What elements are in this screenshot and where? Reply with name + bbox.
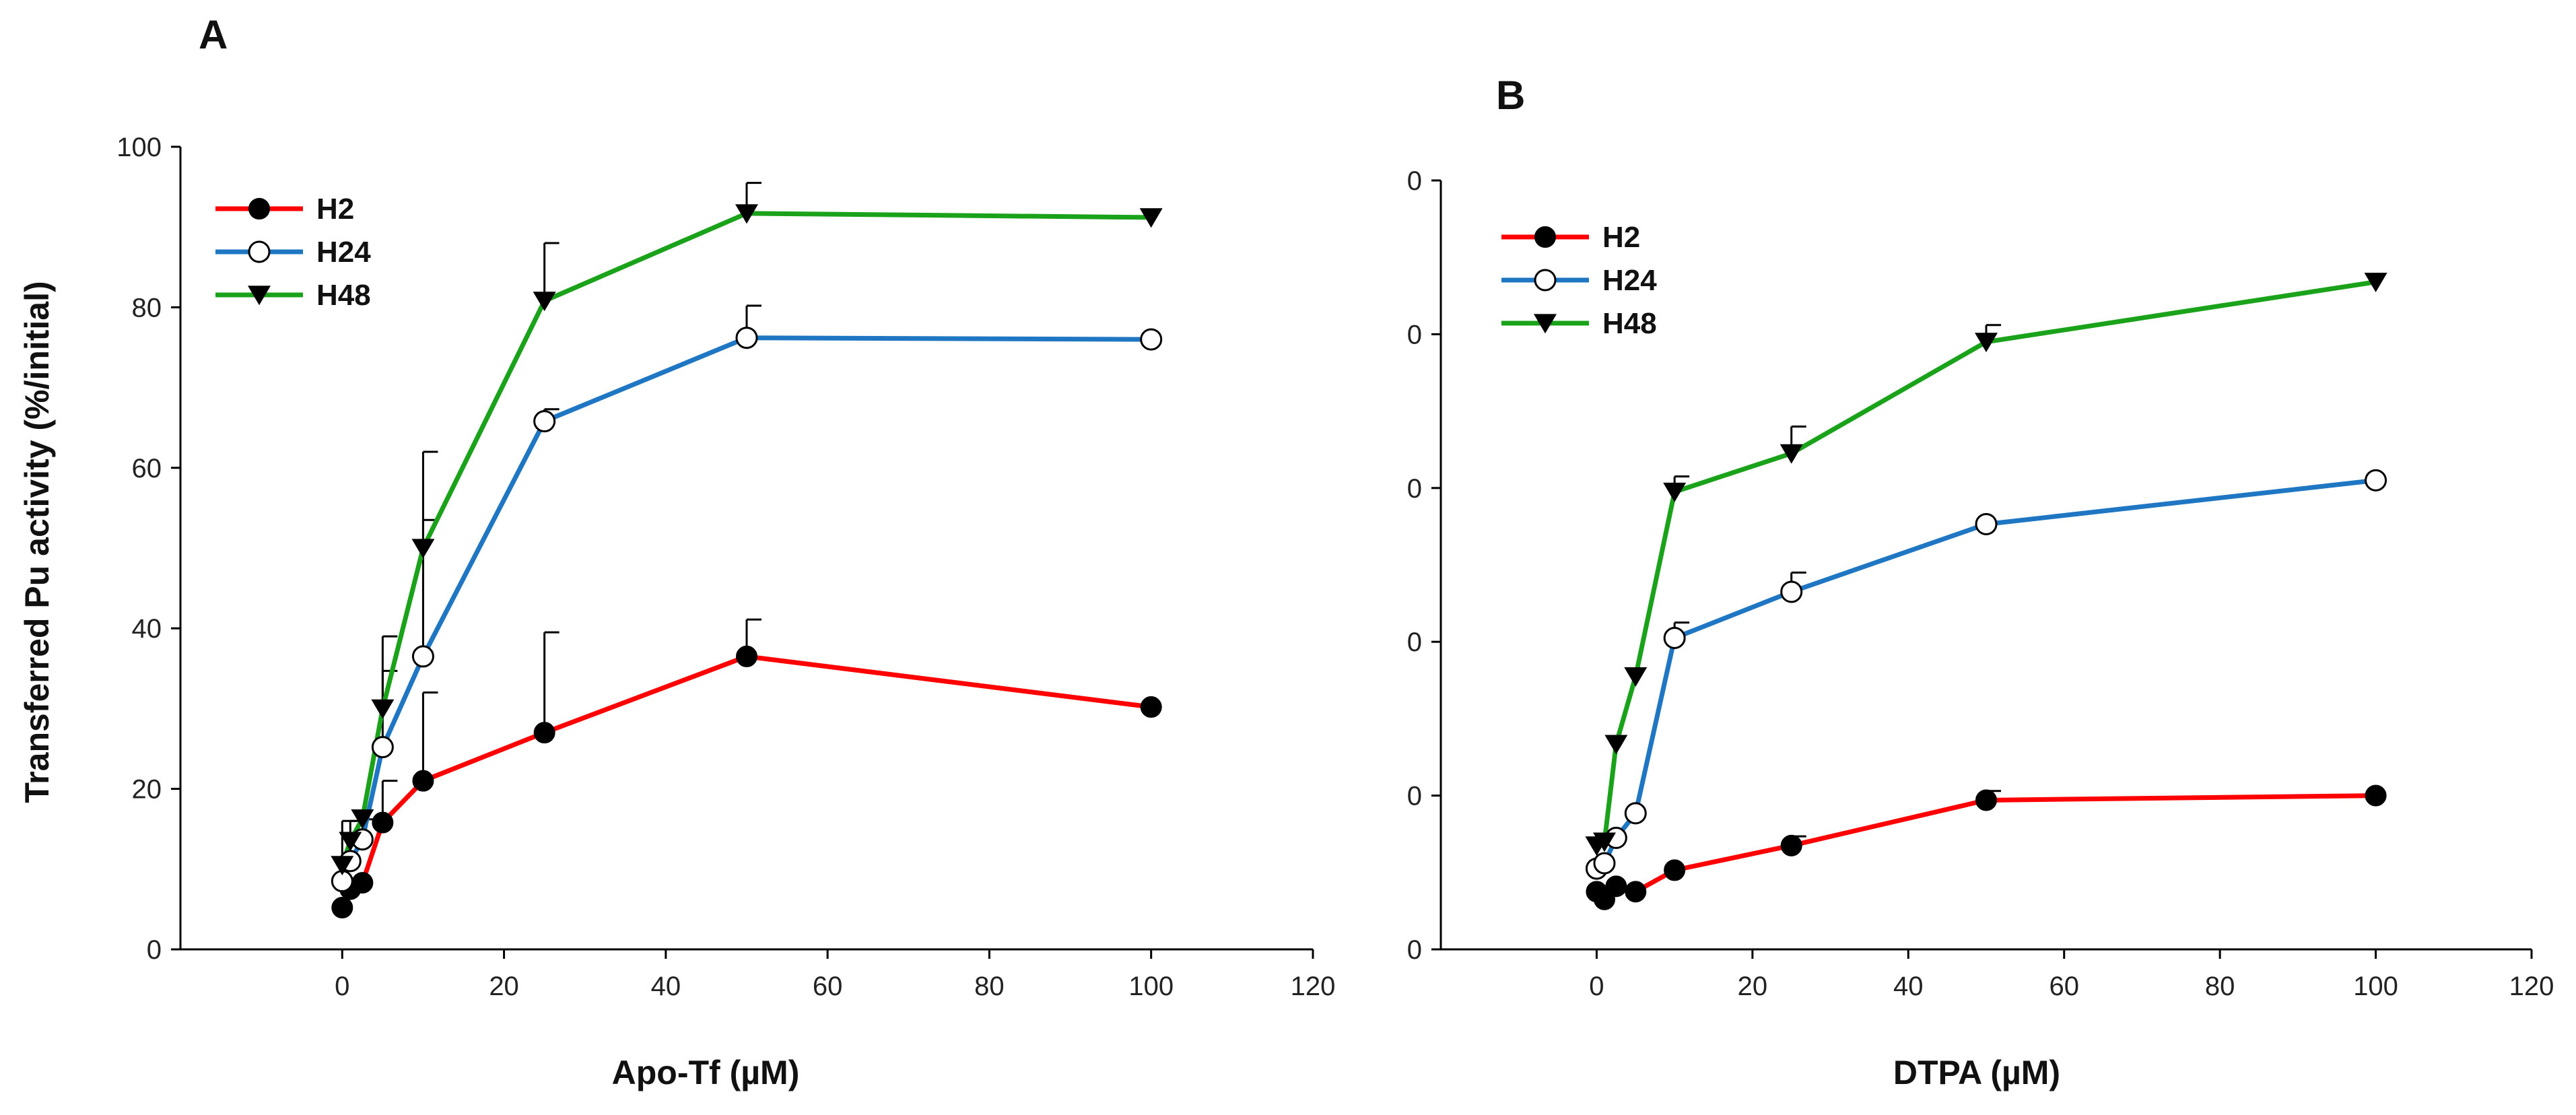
panel-b-legend-label-h24: H24: [1602, 264, 1657, 297]
panel-a-point-h24: [735, 327, 758, 349]
panel-a-x-tick-label: 40: [651, 972, 681, 1001]
panel-b-point-h48: [1780, 444, 1803, 464]
panel-a-y-tick-label: 0: [147, 935, 162, 965]
panel-b-legend-label-h2: H2: [1602, 221, 1640, 254]
panel-a-x-tick-label: 100: [1128, 972, 1174, 1001]
panel-a-point-h2: [1140, 696, 1162, 718]
panel-b-point-h2: [2365, 784, 2387, 807]
panel-b-y-tick-label: 0: [1407, 474, 1422, 504]
panel-b-point-h24: [1975, 512, 1998, 535]
panel-a-series-line-h2: [340, 654, 1152, 909]
panel-b-y-tick-label: 0: [1407, 320, 1422, 349]
panel-b-point-h24: [1780, 580, 1803, 603]
panel-a-point-h48: [411, 539, 435, 559]
panel-a-point-h2: [412, 770, 434, 792]
panel-a-point-h2: [533, 722, 555, 744]
panel-b-point-h48: [1624, 667, 1648, 687]
panel-a-x-tick-label: 120: [1291, 972, 1336, 1001]
panel-a: A Apo-Tf (µM) Transferred Pu activity (%…: [18, 12, 1335, 1091]
panel-b-x-tick-label: 60: [2049, 972, 2079, 1001]
panel-a-point-h2: [351, 872, 374, 894]
panel-b: B DTPA (µM) 0 20 40 60 80 100 120 0 0 0 0 0 0 H2 H24 H4…: [1407, 73, 2554, 1091]
panel-a-point-h2: [736, 645, 757, 667]
panel-a-x-tick-label: 60: [813, 972, 843, 1001]
panel-b-legend-label-h48: H48: [1602, 307, 1657, 340]
panel-a-label: A: [199, 12, 228, 57]
panel-a-series-line-h24: [340, 335, 1151, 882]
panel-a-point-h48: [533, 292, 556, 312]
panel-b-point-h2: [1780, 834, 1802, 856]
panel-b-series-line-h48: [1595, 279, 2377, 848]
panel-a-point-h48: [735, 204, 758, 224]
panel-b-x-tick-label: 80: [2205, 972, 2235, 1001]
panel-a-legend-label-h48: H48: [316, 279, 371, 312]
panel-b-y-tick-label: 0: [1407, 935, 1422, 965]
panel-a-y-tick-label: 60: [132, 454, 162, 483]
panel-a-point-h48: [331, 856, 354, 876]
panel-b-point-h24: [1663, 626, 1686, 649]
panel-b-point-h2: [1605, 875, 1627, 898]
panel-a-y-tick-label: 100: [116, 133, 162, 162]
panel-a-x-tick-label: 0: [335, 972, 349, 1001]
panel-b-x-axis-label: DTPA (µM): [1893, 1054, 2060, 1091]
panel-b-legend-marker-h48: [1534, 314, 1557, 334]
panel-b-legend-marker-h24: [1534, 269, 1557, 292]
panel-a-legend-label-h24: H24: [316, 236, 371, 269]
panel-b-x-tick-label: 0: [1589, 972, 1604, 1001]
panel-b-point-h2: [1664, 859, 1686, 881]
panel-b-point-h24: [1593, 852, 1616, 875]
panel-a-point-h48: [1139, 208, 1163, 228]
panel-a-y-axis-label: Transferred Pu activity (%/initial): [18, 281, 56, 803]
panel-a-y-tick-label: 40: [132, 614, 162, 644]
panel-b-y-tick-label: 0: [1407, 782, 1422, 811]
panel-b-point-h24: [2365, 469, 2387, 492]
panel-b-y-tick-label: 0: [1407, 166, 1422, 196]
panel-b-point-h48: [1663, 482, 1687, 502]
panel-a-legend-label-h2: H2: [316, 193, 354, 226]
panel-a-legend-marker-h48: [248, 285, 271, 306]
panel-b-x-tick-label: 100: [2353, 972, 2398, 1001]
panel-a-point-h2: [331, 897, 353, 919]
panel-b-x-tick-label: 40: [1893, 972, 1924, 1001]
panel-a-x-tick-label: 80: [974, 972, 1005, 1001]
panel-a-point-h48: [339, 832, 362, 852]
panel-b-point-h48: [1975, 333, 1998, 353]
panel-a-point-h24: [411, 645, 434, 668]
panel-b-point-h2: [1975, 789, 1997, 811]
panel-b-y-tick-label: 0: [1407, 628, 1422, 657]
panel-a-point-h48: [371, 699, 395, 719]
panel-a-x-tick-label: 20: [489, 972, 519, 1001]
panel-b-point-h48: [2364, 273, 2387, 293]
panel-b-legend-marker-h2: [1534, 226, 1556, 248]
panel-a-y-tick-label: 80: [132, 293, 162, 323]
panel-b-series-line-h2: [1594, 793, 2376, 902]
panel-b-x-tick-label: 20: [1738, 972, 1768, 1001]
panel-a-point-h24: [533, 410, 556, 433]
panel-b-point-h2: [1625, 881, 1647, 903]
panel-a-legend-marker-h24: [248, 240, 271, 263]
panel-b-point-h24: [1624, 802, 1647, 825]
panel-a-legend-marker-h2: [248, 198, 270, 219]
panel-b-point-h48: [1593, 832, 1616, 852]
panel-b-x-tick-label: 120: [2509, 972, 2554, 1001]
panel-a-y-tick-label: 20: [132, 775, 162, 805]
panel-b-label: B: [1496, 73, 1525, 118]
panel-a-point-h24: [1140, 328, 1163, 351]
panel-a-point-h2: [372, 811, 394, 834]
panel-b-point-h48: [1604, 735, 1628, 755]
panel-a-point-h24: [371, 736, 394, 759]
panel-a-point-h48: [351, 809, 374, 830]
panel-a-x-axis-label: Apo-Tf (µM): [612, 1054, 800, 1091]
